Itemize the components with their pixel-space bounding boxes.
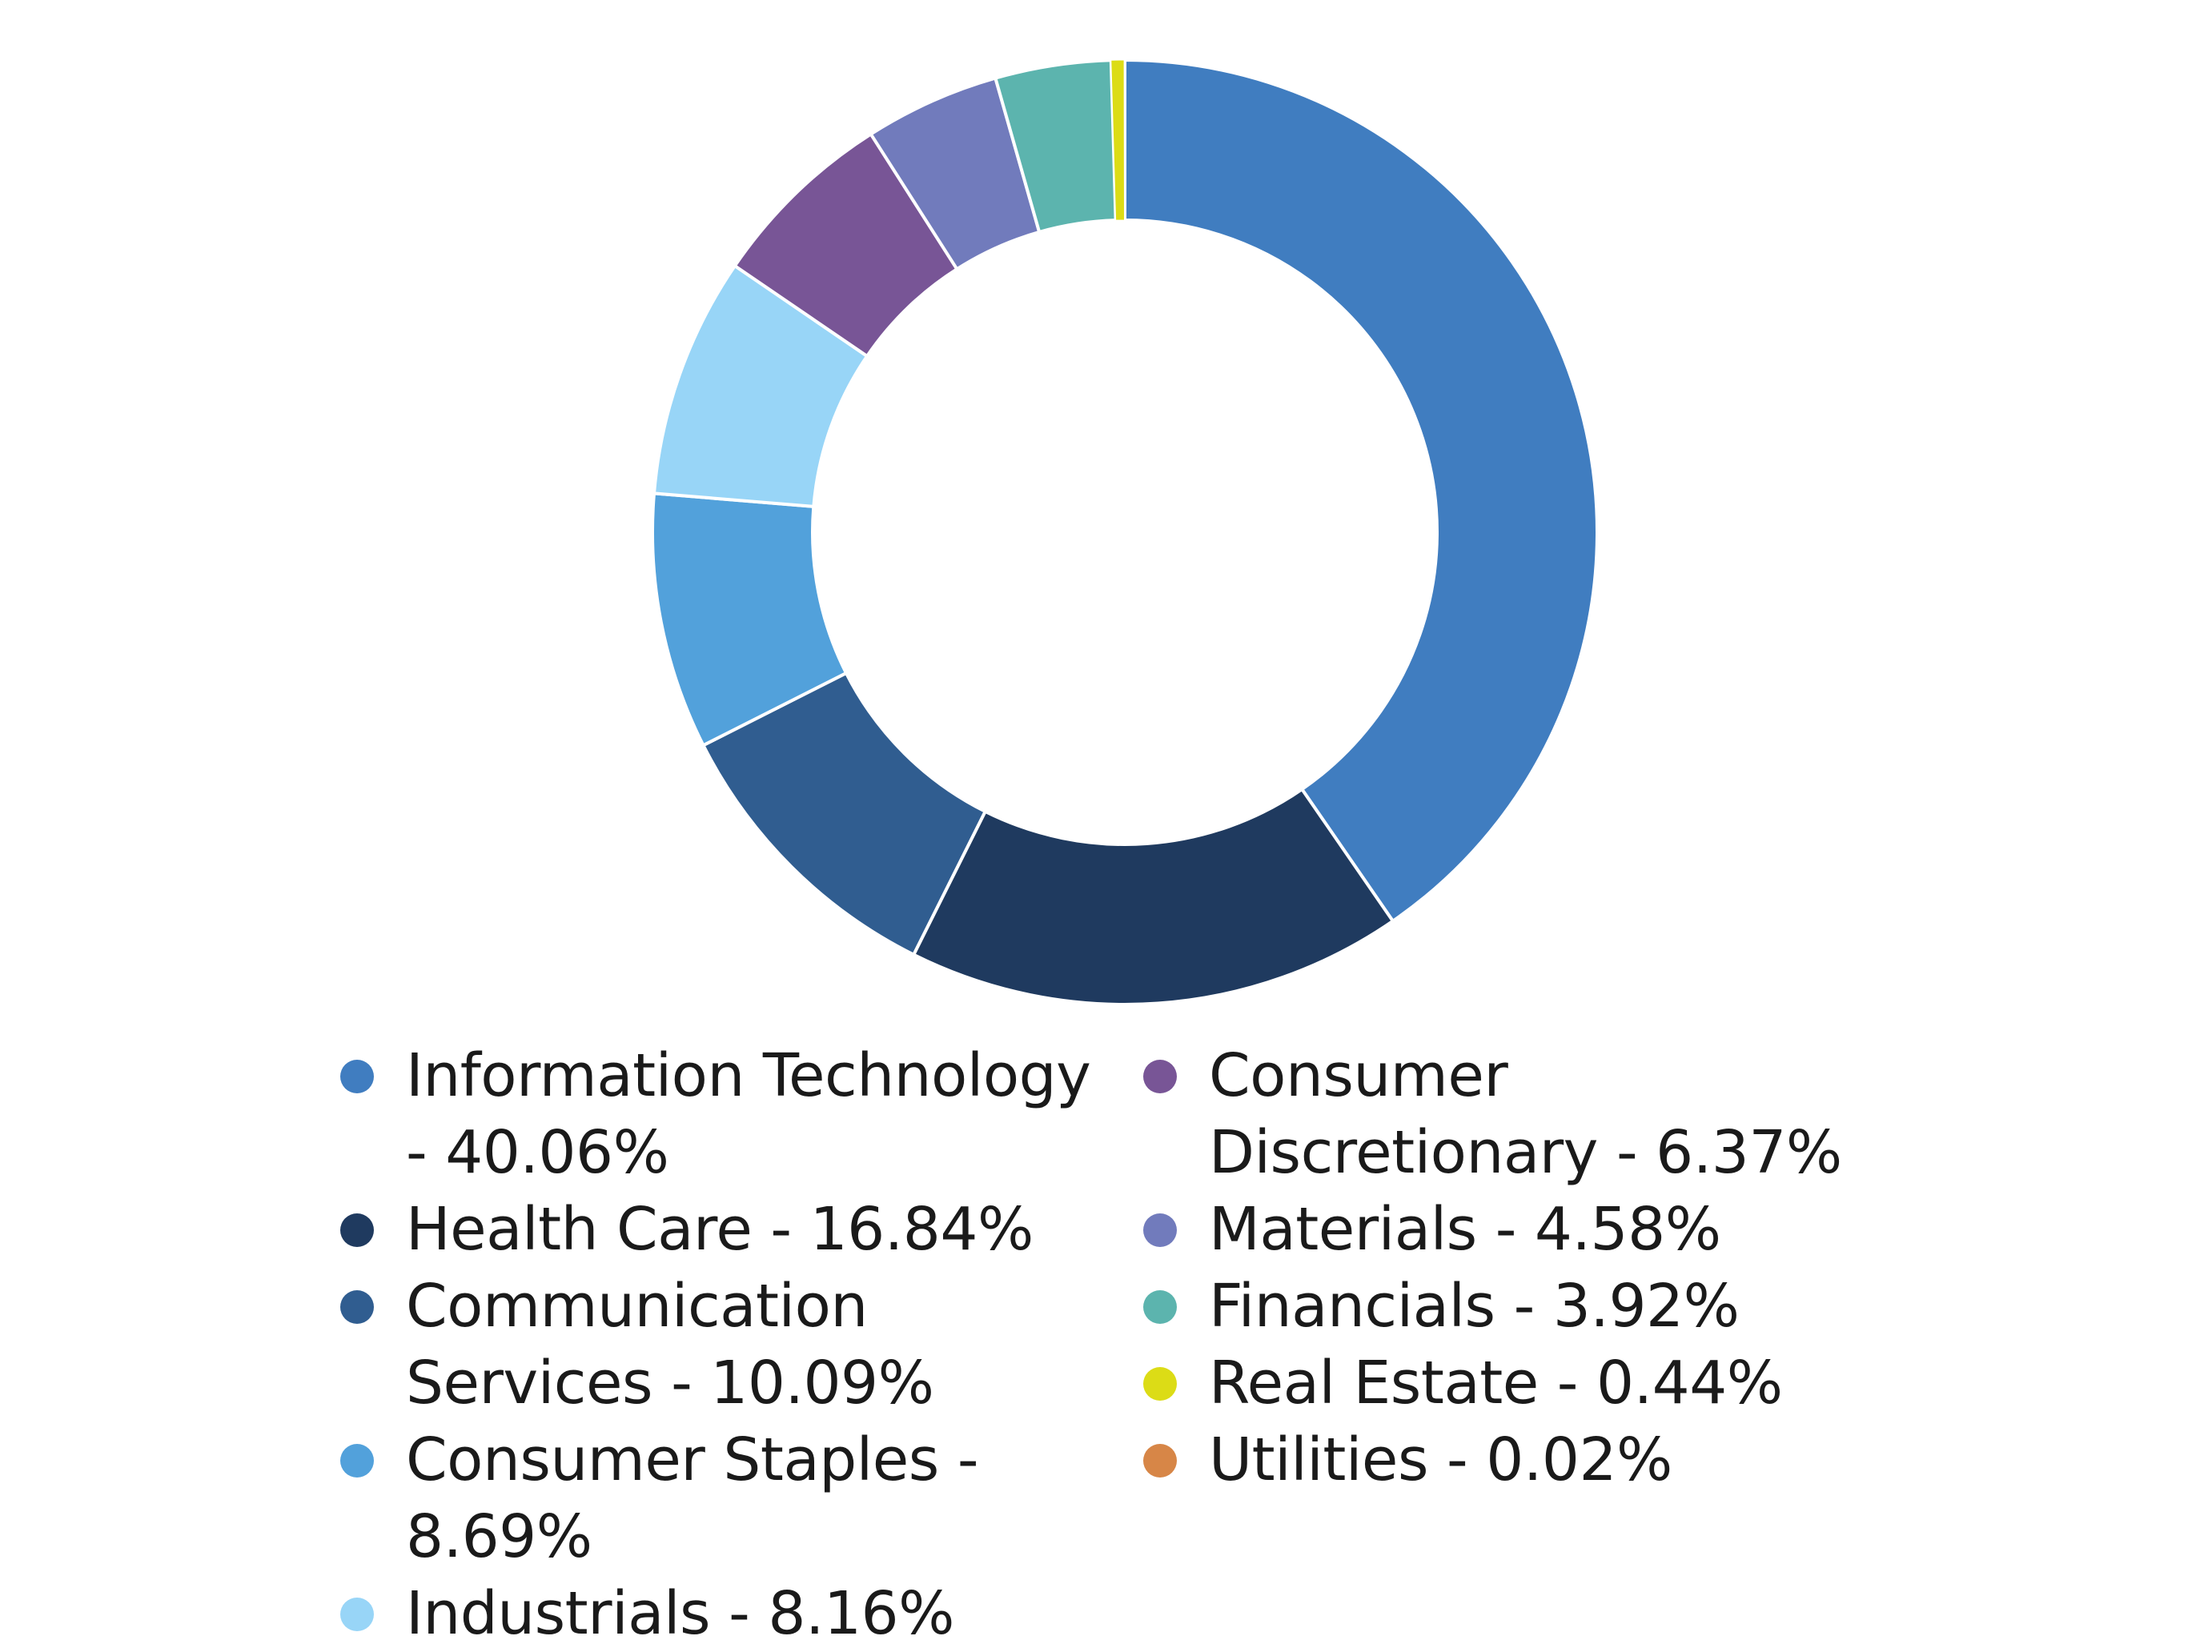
legend-label: Information Technology - 40.06% — [406, 1041, 1091, 1187]
legend-item-real-estate: Real Estate - 0.44% — [1135, 1345, 1904, 1421]
legend-item-financials: Financials - 3.92% — [1135, 1268, 1904, 1345]
legend-swatch — [340, 1444, 374, 1478]
legend-label: Financials - 3.92% — [1209, 1272, 1740, 1341]
legend-swatch — [1143, 1060, 1177, 1093]
donut-slice-utilities — [1123, 59, 1126, 221]
legend-right-column: Consumer Discretionary - 6.37% Materials… — [1135, 1037, 1904, 1498]
legend-item-consumer-discretionary: Consumer Discretionary - 6.37% — [1135, 1037, 1904, 1191]
legend-label: Health Care - 16.84% — [406, 1195, 1034, 1264]
legend-swatch — [1143, 1367, 1177, 1401]
legend-label: Communication Services - 10.09% — [406, 1272, 934, 1417]
legend-swatch — [340, 1213, 374, 1247]
legend-swatch — [1143, 1444, 1177, 1478]
donut-slice-health-care — [911, 787, 1395, 1006]
legend-item-health-care: Health Care - 16.84% — [332, 1191, 1125, 1268]
legend-item-consumer-staples: Consumer Staples - 8.69% — [332, 1421, 1125, 1575]
donut-slice-information-technology — [1123, 58, 1599, 924]
legend-label: Real Estate - 0.44% — [1209, 1349, 1783, 1417]
legend-item-communication-services: Communication Services - 10.09% — [332, 1268, 1125, 1421]
legend-item-utilities: Utilities - 0.02% — [1135, 1421, 1904, 1498]
legend-left-column: Information Technology - 40.06% Health C… — [332, 1037, 1125, 1652]
legend-swatch — [1143, 1213, 1177, 1247]
legend-swatch — [340, 1290, 374, 1324]
legend-label: Utilities - 0.02% — [1209, 1425, 1672, 1494]
legend-label: Materials - 4.58% — [1209, 1195, 1721, 1264]
legend-label: Consumer Staples - 8.69% — [406, 1425, 979, 1571]
legend-item-information-technology: Information Technology - 40.06% — [332, 1037, 1125, 1191]
legend-swatch — [340, 1060, 374, 1093]
legend-label: Industrials - 8.16% — [406, 1579, 954, 1648]
legend-item-industrials: Industrials - 8.16% — [332, 1575, 1125, 1652]
legend-swatch — [1143, 1290, 1177, 1324]
legend-swatch — [340, 1598, 374, 1631]
legend-label: Consumer Discretionary - 6.37% — [1209, 1041, 1842, 1187]
legend-item-materials: Materials - 4.58% — [1135, 1191, 1904, 1268]
